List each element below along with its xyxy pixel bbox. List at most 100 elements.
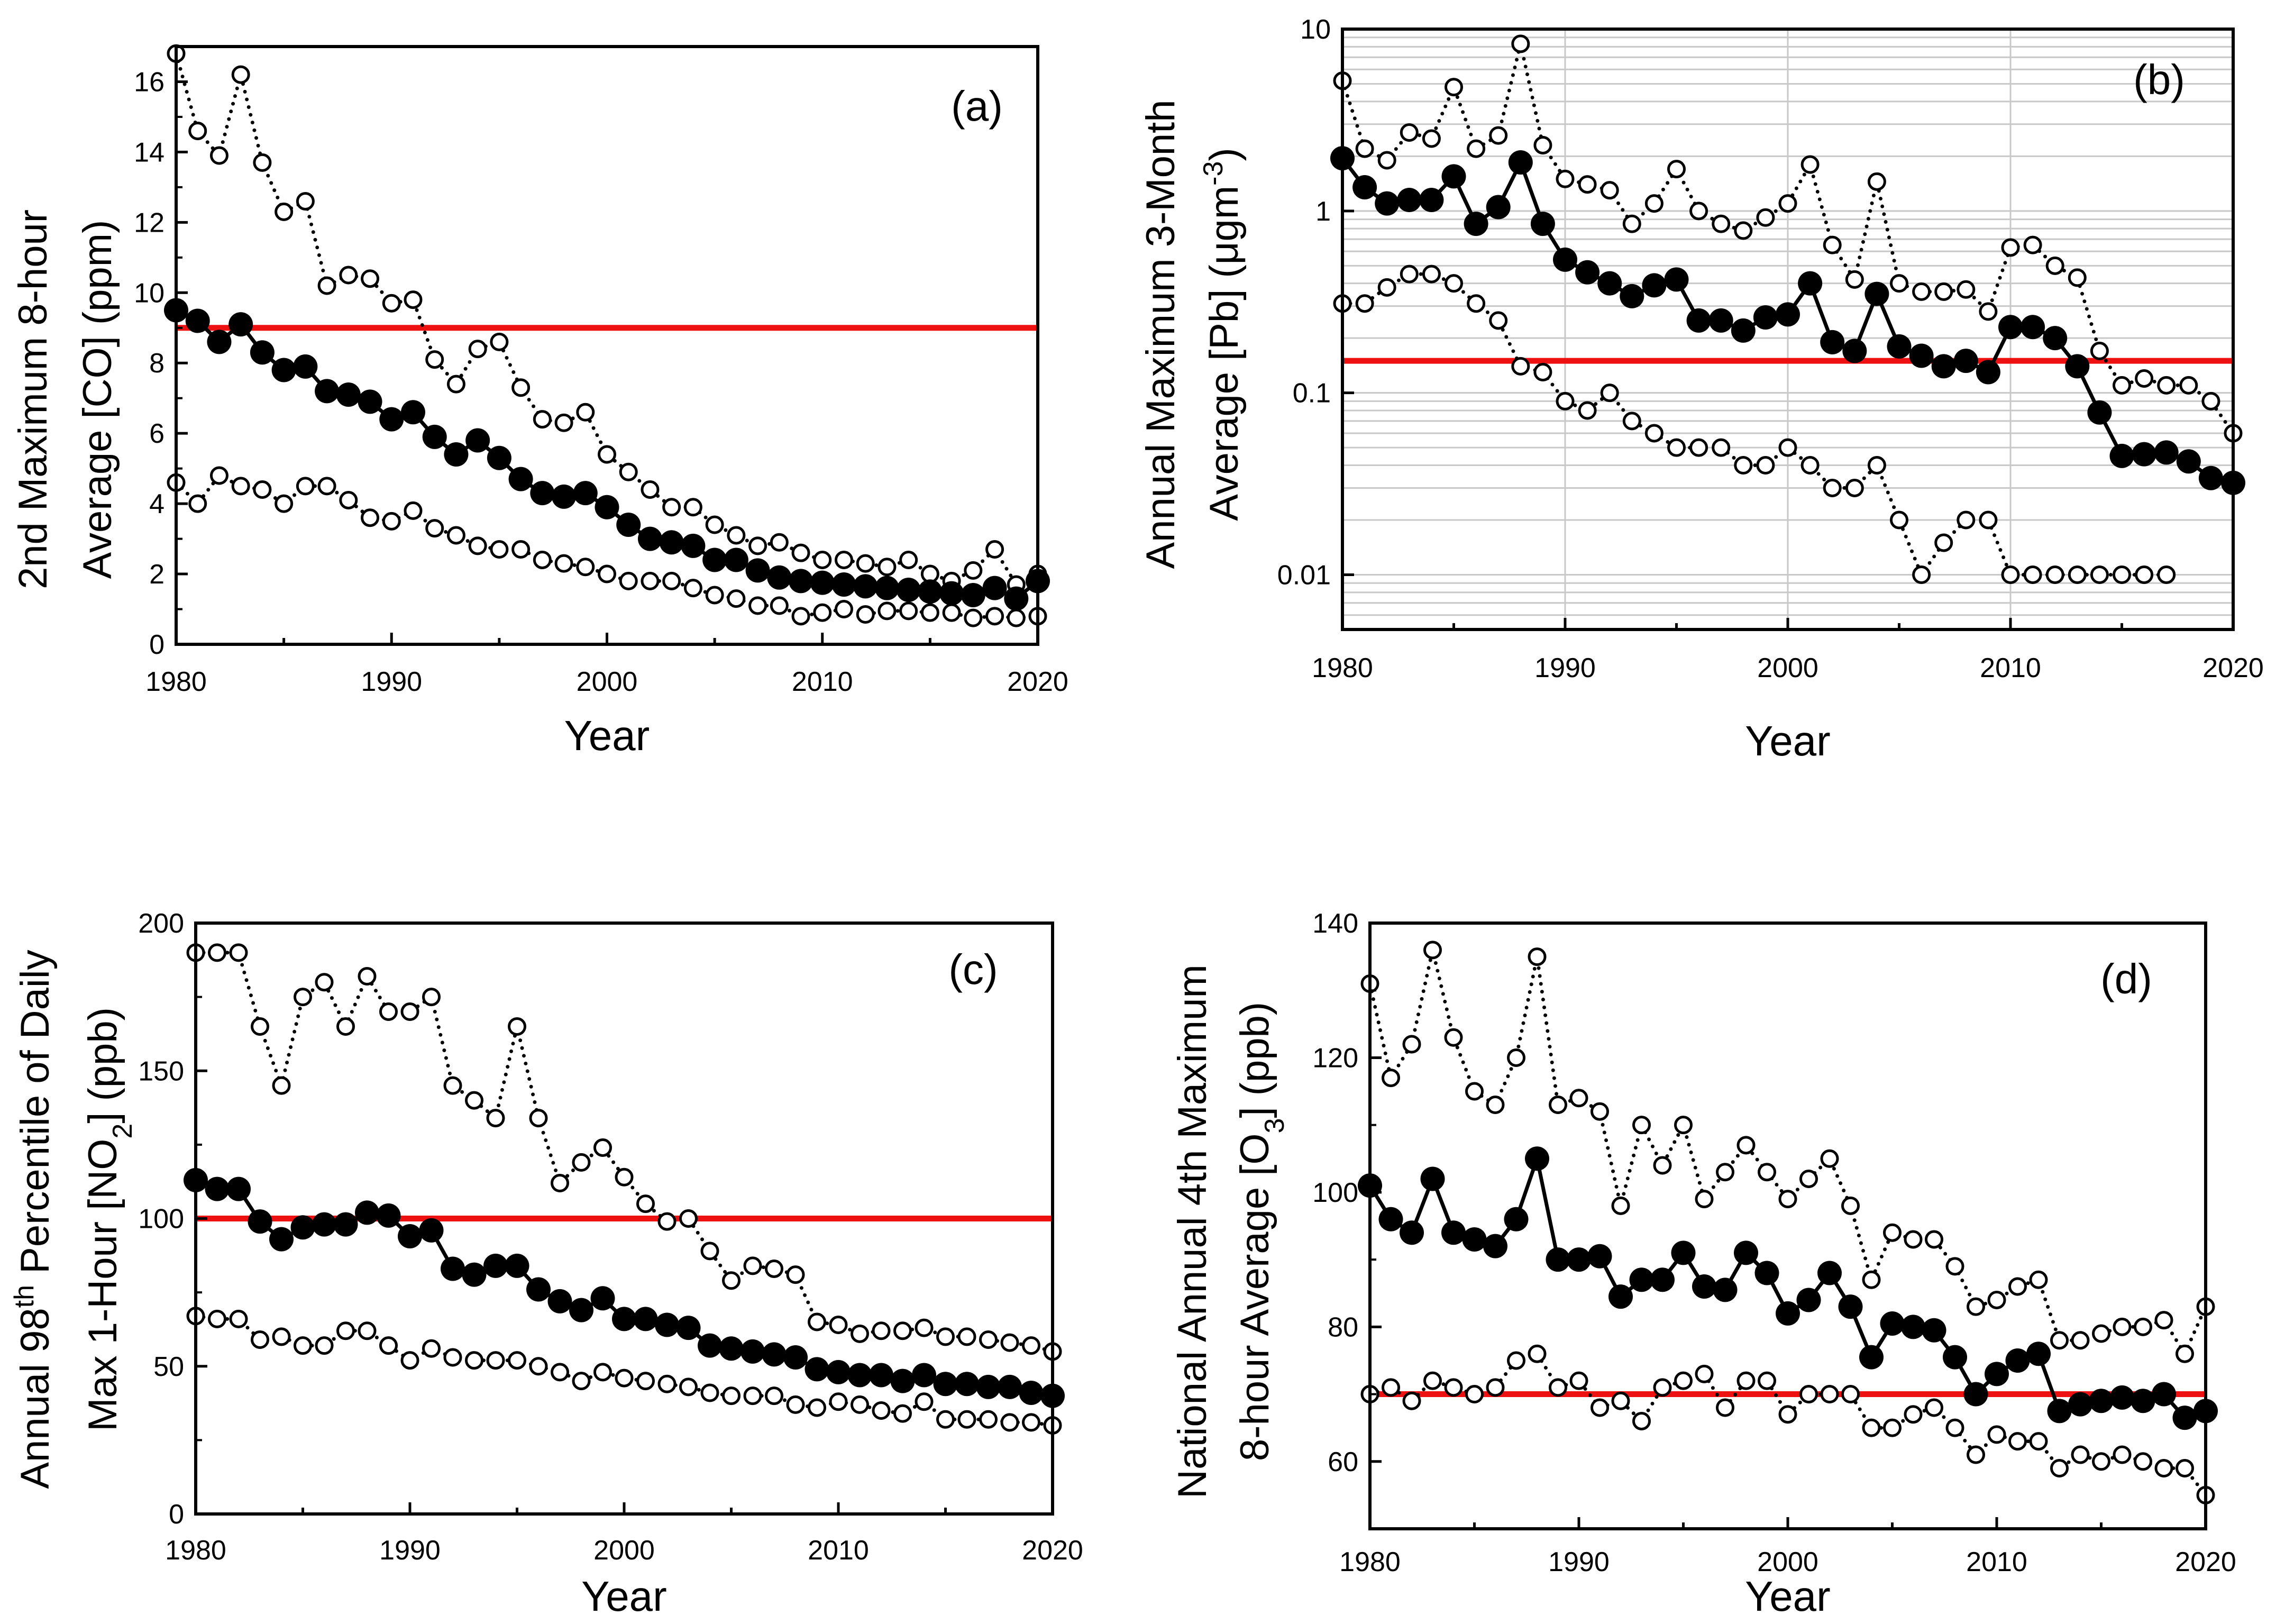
data-point [294, 988, 312, 1007]
x-axis-label: Year [564, 712, 650, 759]
data-point [598, 564, 616, 583]
data-point [486, 1351, 505, 1370]
data-point [1423, 1371, 1442, 1390]
data-point [2008, 1432, 2027, 1451]
data-point [1756, 208, 1775, 227]
data-point [856, 554, 875, 573]
data-point [1841, 1385, 1860, 1404]
data-point [339, 490, 358, 509]
data-point [915, 1318, 934, 1337]
data-point [893, 1404, 912, 1423]
y-tick-label: 10 [1300, 14, 1331, 45]
series-line [1368, 950, 2208, 1358]
data-point [551, 1173, 569, 1192]
data-point [572, 1372, 591, 1391]
data-point [1838, 1294, 1863, 1319]
data-point [619, 462, 638, 481]
data-point [918, 579, 943, 604]
data-point [789, 569, 814, 594]
x-tick-label: 2010 [1980, 653, 2041, 683]
data-point [1549, 1378, 1567, 1397]
y-tick-label: 1 [1315, 196, 1331, 227]
data-point [422, 424, 447, 449]
data-point [336, 1321, 355, 1340]
data-point [853, 574, 878, 599]
data-point [1600, 181, 1619, 200]
data-point [770, 596, 789, 615]
series-10th-percentile [167, 466, 1047, 627]
data-point [2021, 315, 2045, 340]
data-point [551, 1363, 569, 1382]
data-point [554, 554, 573, 573]
data-point [657, 1374, 677, 1393]
data-point [1817, 1261, 1842, 1285]
y-tick-label: 50 [153, 1352, 184, 1382]
data-point [1486, 195, 1511, 220]
data-point [229, 943, 248, 962]
x-tick-label: 1980 [145, 667, 207, 697]
data-point [783, 1345, 808, 1370]
data-point [856, 605, 875, 624]
data-point [209, 466, 229, 485]
data-point [2029, 1432, 2048, 1451]
data-point [511, 378, 531, 397]
ticks: 0.01 0.1 1 10 1980 1990 2000 2010 2020 [1277, 14, 2264, 683]
data-point [899, 550, 918, 569]
data-point [936, 1410, 955, 1429]
data-point [250, 340, 275, 365]
data-point [1400, 123, 1419, 142]
data-point [641, 480, 660, 499]
data-point [719, 1336, 744, 1361]
data-point [1556, 391, 1575, 410]
data-point [705, 586, 724, 605]
data-point [1985, 1362, 2009, 1386]
data-point [533, 550, 552, 569]
data-point [1778, 438, 1797, 457]
data-point [1945, 1257, 1964, 1276]
y-axis-label-line: National Annual 4th Maximum [1170, 964, 1215, 1499]
data-point [2045, 565, 2064, 584]
data-point [1483, 1234, 1507, 1258]
data-point [1467, 139, 1486, 158]
data-point [813, 550, 832, 569]
data-point [208, 943, 226, 962]
data-point [964, 608, 983, 627]
data-point [2092, 1452, 2110, 1471]
data-point [786, 1265, 805, 1284]
data-point [655, 1312, 679, 1337]
data-point [636, 1194, 655, 1214]
data-point [1979, 302, 1998, 321]
data-point [1528, 947, 1547, 966]
data-point [336, 1017, 355, 1036]
data-point [315, 1336, 334, 1355]
data-point [208, 1309, 226, 1328]
data-point [2026, 1342, 2051, 1366]
y-tick-label: 120 [1312, 1043, 1358, 1073]
data-point [1533, 135, 1552, 154]
data-point [1979, 510, 1998, 530]
data-point [1644, 194, 1664, 213]
data-point [1925, 1398, 1943, 1417]
data-point [1567, 1247, 1591, 1272]
x-tick-label: 2010 [792, 667, 853, 697]
panel-d-o3-chart: 60 80 100 120 140 1980 1990 2000 2010 2020 Year Nat… [1170, 908, 2236, 1620]
data-point [724, 548, 748, 572]
data-point [1489, 126, 1508, 145]
y-tick-label: 100 [138, 1204, 184, 1235]
data-point [2029, 1270, 2048, 1289]
data-point [979, 1410, 998, 1429]
data-point [1444, 1378, 1463, 1397]
data-point [1798, 271, 1823, 296]
data-point [2172, 1406, 2197, 1430]
data-point [2008, 1277, 2027, 1296]
data-point [2134, 1452, 2152, 1471]
data-point [547, 1289, 572, 1313]
data-point [1578, 401, 1597, 420]
x-tick-label: 2000 [1757, 653, 1818, 683]
data-point [296, 191, 315, 211]
data-point [698, 1333, 722, 1358]
data-point [748, 536, 767, 555]
data-point [1546, 1247, 1570, 1272]
data-point [683, 498, 702, 517]
data-point [1533, 362, 1552, 381]
